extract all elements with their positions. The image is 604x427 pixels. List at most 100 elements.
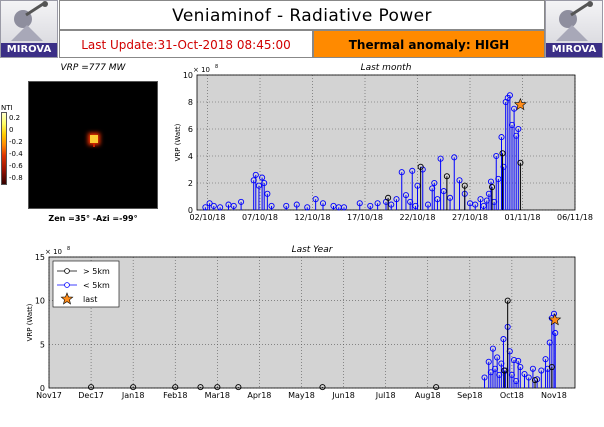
data-point	[488, 184, 496, 191]
y-axis-label: VRP (Watt)	[26, 303, 34, 341]
data-point	[542, 356, 549, 363]
data-point	[513, 132, 520, 139]
x-tick-label: 07/10/18	[242, 213, 278, 222]
data-point	[398, 169, 405, 176]
data-point	[480, 202, 487, 209]
x-tick-label: Jul18	[375, 391, 396, 400]
chart-title: Last month	[361, 63, 412, 73]
data-point	[264, 190, 271, 197]
x-tick-label: Nov17	[36, 391, 62, 400]
y-tick-label: 15	[35, 253, 45, 262]
x-tick-label: 06/11/18	[557, 213, 593, 222]
data-point	[525, 374, 532, 381]
legend-label: < 5km	[83, 281, 110, 290]
data-point	[451, 154, 458, 161]
data-point	[433, 384, 440, 391]
x-tick-label: 02/10/18	[190, 213, 226, 222]
data-point	[552, 329, 559, 337]
data-point	[515, 357, 522, 364]
data-point	[356, 200, 363, 207]
y-tick-label: 10	[35, 297, 45, 306]
x-tick-label: 17/10/18	[347, 213, 383, 222]
data-point	[521, 370, 528, 378]
x-tick-label: Aug18	[415, 391, 441, 400]
data-point	[548, 363, 555, 371]
data-point	[214, 384, 221, 391]
legend-marker	[64, 282, 70, 288]
volcano-icon	[556, 1, 593, 41]
last-update: Last Update:31-Oct-2018 08:45:00	[59, 30, 313, 58]
data-point	[504, 297, 511, 304]
legend-star-icon	[60, 292, 74, 305]
y-multiplier-exponent: 8	[67, 246, 70, 252]
data-point	[261, 179, 268, 187]
data-point	[238, 198, 245, 205]
data-point	[440, 188, 447, 195]
data-point	[304, 204, 311, 211]
x-tick-label: Sep18	[457, 391, 482, 400]
data-point	[374, 200, 381, 207]
data-point	[319, 384, 326, 391]
colorbar	[1, 112, 7, 185]
data-point	[472, 201, 479, 208]
data-point	[517, 159, 524, 166]
data-point	[417, 163, 424, 170]
data-point	[510, 357, 518, 364]
x-tick-label: Feb18	[163, 391, 187, 400]
y-axis-label: VRP (Watt)	[174, 123, 182, 161]
data-point	[197, 384, 204, 391]
data-point	[283, 202, 290, 209]
y-tick-label: 5	[40, 340, 45, 349]
data-point	[402, 192, 410, 199]
logo-text: MIROVA	[6, 44, 52, 55]
y-tick-label: 8	[188, 98, 193, 107]
data-point	[340, 204, 348, 211]
data-point	[259, 174, 266, 181]
y-tick-label: 4	[188, 152, 193, 161]
data-point	[501, 367, 508, 374]
volcano-icon	[11, 1, 48, 41]
data-point	[446, 194, 454, 201]
thermal-hotspot	[90, 135, 98, 143]
thumbnail-caption: Zen =35° -Azi =-99°	[48, 214, 138, 223]
data-point	[424, 201, 432, 208]
data-point	[495, 175, 502, 182]
legend-label: > 5km	[83, 267, 110, 276]
chart-last-year: Nov17 Dec17 Jan18 Feb18 Mar18 Apr18 May18 Jun18…	[26, 245, 576, 400]
data-point	[255, 182, 263, 189]
plot-area	[49, 257, 575, 388]
colorbar-ticks: 0.2 0 -0.2 -0.4 -0.6 -0.8	[9, 112, 23, 184]
last-marker	[513, 97, 527, 111]
colorbar-tick: 0.2	[9, 114, 21, 122]
data-point	[210, 202, 217, 209]
x-tick-label: Jun18	[331, 391, 355, 400]
page-title: Veniaminof - Radiative Power	[59, 0, 545, 30]
data-point	[429, 185, 436, 192]
data-point	[431, 179, 438, 187]
thermal-hotspot-tail	[93, 143, 95, 147]
data-point	[202, 204, 209, 211]
data-point	[130, 384, 137, 391]
x-tick-label: Oct18	[500, 391, 524, 400]
colorbar-tick: -0.4	[9, 150, 23, 158]
y-multiplier-exponent: 8	[215, 64, 218, 70]
mirova-logo-left: MIROVA	[0, 0, 58, 58]
data-point	[88, 384, 95, 391]
thermal-thumbnail	[28, 81, 158, 209]
data-point	[500, 336, 507, 343]
data-point	[385, 194, 392, 201]
mirova-logo-right: MIROVA	[545, 0, 603, 58]
data-point	[172, 384, 179, 391]
data-point	[506, 92, 513, 99]
y-tick-label: 0	[40, 384, 45, 393]
x-tick-label: 12/10/18	[295, 213, 331, 222]
y-tick-label: 10	[183, 71, 193, 80]
chart-title: Last Year	[292, 245, 334, 255]
logo-text: MIROVA	[551, 44, 597, 55]
data-point	[461, 182, 468, 189]
colorbar-tick: -0.8	[9, 174, 23, 182]
data-point	[531, 377, 539, 384]
x-tick-label: May18	[288, 391, 315, 400]
colorbar-tick: 0	[9, 126, 14, 134]
colorbar-tick: -0.6	[9, 162, 23, 170]
